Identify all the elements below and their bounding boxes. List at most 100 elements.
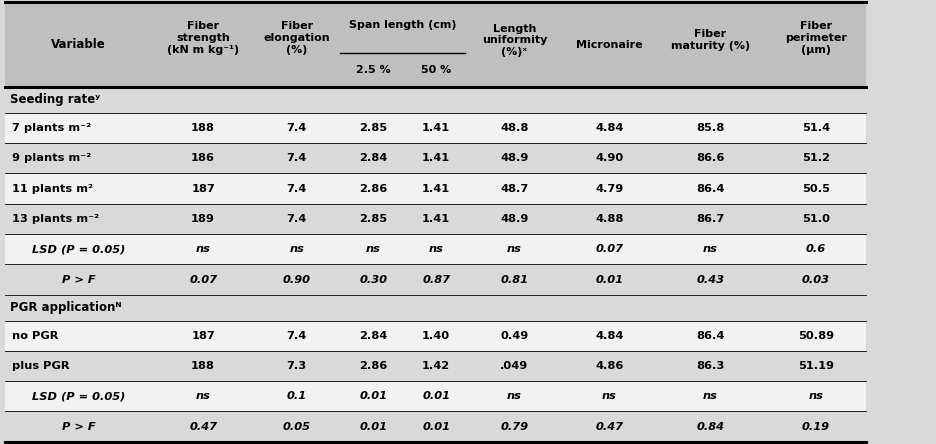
Text: ns: ns xyxy=(289,244,304,254)
Text: ns: ns xyxy=(507,244,521,254)
Text: PGR applicationᴺ: PGR applicationᴺ xyxy=(10,301,122,314)
Text: 86.7: 86.7 xyxy=(696,214,724,224)
Text: 11 plants m²: 11 plants m² xyxy=(12,183,94,194)
Text: 4.90: 4.90 xyxy=(595,153,623,163)
Text: 1.40: 1.40 xyxy=(422,331,450,341)
Text: Span length (cm): Span length (cm) xyxy=(349,20,456,30)
Text: 0.81: 0.81 xyxy=(501,274,528,285)
Text: Micronaire: Micronaire xyxy=(576,40,643,50)
Text: 0.07: 0.07 xyxy=(189,274,217,285)
Text: Fiber
perimeter
(μm): Fiber perimeter (μm) xyxy=(784,21,847,55)
Text: 86.6: 86.6 xyxy=(696,153,724,163)
Text: 7.3: 7.3 xyxy=(286,361,307,371)
Text: 1.41: 1.41 xyxy=(422,183,450,194)
Text: 7.4: 7.4 xyxy=(286,123,307,133)
Text: 7.4: 7.4 xyxy=(286,331,307,341)
Text: ns: ns xyxy=(703,391,718,401)
Bar xyxy=(5,2,866,87)
Text: 1.42: 1.42 xyxy=(422,361,450,371)
Bar xyxy=(5,264,866,295)
Text: 0.84: 0.84 xyxy=(696,422,724,432)
Text: 0.1: 0.1 xyxy=(286,391,307,401)
Text: 4.84: 4.84 xyxy=(595,331,623,341)
Text: 51.19: 51.19 xyxy=(797,361,834,371)
Text: 4.79: 4.79 xyxy=(595,183,623,194)
Text: 2.85: 2.85 xyxy=(359,123,388,133)
Text: 0.90: 0.90 xyxy=(283,274,311,285)
Text: Length
uniformity
(%)ˣ: Length uniformity (%)ˣ xyxy=(482,24,547,57)
Text: 1.41: 1.41 xyxy=(422,153,450,163)
Text: 0.47: 0.47 xyxy=(189,422,217,432)
Text: 4.84: 4.84 xyxy=(595,123,623,133)
Text: 0.01: 0.01 xyxy=(595,274,623,285)
Text: 4.88: 4.88 xyxy=(595,214,623,224)
Bar xyxy=(5,295,866,321)
Text: 7.4: 7.4 xyxy=(286,153,307,163)
Text: 0.03: 0.03 xyxy=(802,274,829,285)
Text: 48.9: 48.9 xyxy=(500,153,529,163)
Bar xyxy=(5,381,866,412)
Text: 48.8: 48.8 xyxy=(500,123,529,133)
Text: 1.41: 1.41 xyxy=(422,214,450,224)
Text: 0.07: 0.07 xyxy=(595,244,623,254)
Text: 0.6: 0.6 xyxy=(806,244,826,254)
Text: ns: ns xyxy=(703,244,718,254)
Text: 2.5 %: 2.5 % xyxy=(357,65,390,75)
Text: 2.84: 2.84 xyxy=(359,153,388,163)
Text: 2.85: 2.85 xyxy=(359,214,388,224)
Text: 2.84: 2.84 xyxy=(359,331,388,341)
Text: 7 plants m⁻²: 7 plants m⁻² xyxy=(12,123,92,133)
Text: 0.01: 0.01 xyxy=(422,391,450,401)
Text: ns: ns xyxy=(366,244,381,254)
Text: LSD (P = 0.05): LSD (P = 0.05) xyxy=(32,244,125,254)
Bar xyxy=(5,174,866,204)
Text: plus PGR: plus PGR xyxy=(12,361,69,371)
Text: 48.7: 48.7 xyxy=(500,183,529,194)
Text: 50.5: 50.5 xyxy=(802,183,829,194)
Text: .049: .049 xyxy=(500,361,529,371)
Text: ns: ns xyxy=(602,391,617,401)
Bar xyxy=(5,321,866,351)
Text: 86.4: 86.4 xyxy=(696,183,724,194)
Text: 50 %: 50 % xyxy=(421,65,451,75)
Text: 51.4: 51.4 xyxy=(801,123,830,133)
Text: Fiber
elongation
(%): Fiber elongation (%) xyxy=(263,21,330,55)
Text: 2.86: 2.86 xyxy=(359,361,388,371)
Text: 0.19: 0.19 xyxy=(802,422,829,432)
Text: 86.3: 86.3 xyxy=(696,361,724,371)
Text: ns: ns xyxy=(196,391,211,401)
Text: 48.9: 48.9 xyxy=(500,214,529,224)
Text: 9 plants m⁻²: 9 plants m⁻² xyxy=(12,153,92,163)
Text: 51.2: 51.2 xyxy=(802,153,829,163)
Text: 0.87: 0.87 xyxy=(422,274,450,285)
Text: 186: 186 xyxy=(191,153,215,163)
Bar xyxy=(5,87,866,113)
Bar xyxy=(5,204,866,234)
Text: 7.4: 7.4 xyxy=(286,214,307,224)
Bar xyxy=(5,143,866,174)
Text: ns: ns xyxy=(429,244,444,254)
Text: 7.4: 7.4 xyxy=(286,183,307,194)
Bar xyxy=(5,351,866,381)
Text: P > F: P > F xyxy=(62,422,95,432)
Text: 189: 189 xyxy=(191,214,215,224)
Text: 1.41: 1.41 xyxy=(422,123,450,133)
Text: Fiber
strength
(kN m kg⁻¹): Fiber strength (kN m kg⁻¹) xyxy=(167,21,240,55)
Text: 51.0: 51.0 xyxy=(802,214,829,224)
Text: 0.30: 0.30 xyxy=(359,274,388,285)
Text: ns: ns xyxy=(196,244,211,254)
Bar xyxy=(5,234,866,264)
Text: 0.43: 0.43 xyxy=(696,274,724,285)
Text: P > F: P > F xyxy=(62,274,95,285)
Text: 0.01: 0.01 xyxy=(359,391,388,401)
Text: 0.49: 0.49 xyxy=(500,331,529,341)
Text: 0.01: 0.01 xyxy=(422,422,450,432)
Text: ns: ns xyxy=(507,391,521,401)
Text: 4.86: 4.86 xyxy=(595,361,623,371)
Text: 0.47: 0.47 xyxy=(595,422,623,432)
Text: ns: ns xyxy=(809,391,823,401)
Text: Fiber
maturity (%): Fiber maturity (%) xyxy=(671,29,750,51)
Text: 85.8: 85.8 xyxy=(696,123,724,133)
Text: LSD (P = 0.05): LSD (P = 0.05) xyxy=(32,391,125,401)
Text: no PGR: no PGR xyxy=(12,331,59,341)
